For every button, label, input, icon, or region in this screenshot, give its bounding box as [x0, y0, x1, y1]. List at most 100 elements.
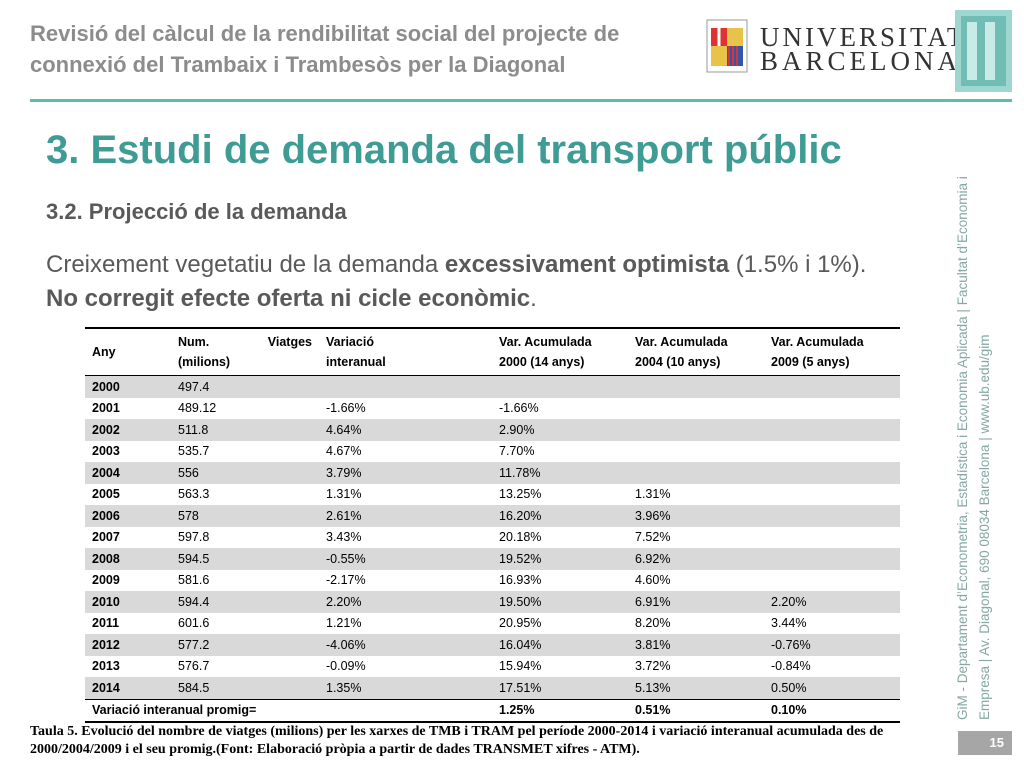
header-title-line: connexió del Trambaix i Trambesòs per la… — [30, 52, 566, 77]
page-number: 15 — [958, 731, 1012, 755]
header-cell: Any — [85, 327, 171, 376]
table-cell: 6.91% — [628, 591, 764, 613]
table-cell: 2008 — [85, 548, 171, 570]
footer-cell: 0.10% — [764, 698, 900, 723]
header-line: (milions) — [178, 355, 231, 369]
heading: 3. Estudi de demanda del transport públi… — [46, 128, 842, 172]
table-cell: -1.66% — [326, 401, 366, 416]
table-cell: 4.64% — [319, 419, 492, 441]
table-cell: 4.67% — [326, 444, 362, 459]
text-run: Creixement vegetatiu de la demanda — [46, 251, 445, 278]
header-cell: Num. Viatges (milions) — [171, 327, 319, 376]
table-cell: 4.60% — [635, 573, 671, 588]
table-cell: 576.7 — [178, 659, 210, 674]
table-cell: 11.78% — [492, 462, 628, 484]
header-title: Revisió del càlcul de la rendibilitat so… — [30, 18, 619, 80]
table-cell: 2009 — [92, 573, 120, 588]
table-cell: -0.55% — [319, 548, 492, 570]
table-cell: 2.20% — [319, 591, 492, 613]
table-cell: 2011 — [92, 616, 120, 631]
table-cell — [764, 570, 900, 592]
table-cell: 577.2 — [171, 634, 319, 656]
header-line: Variació — [326, 335, 374, 349]
table-cell: 2014 — [85, 677, 171, 699]
table-cell: 1.31% — [635, 487, 671, 502]
table-cell: 563.3 — [178, 487, 210, 502]
footer-cell: 0.51% — [628, 698, 764, 723]
table-cell — [764, 548, 900, 570]
table-cell: 2004 — [85, 462, 171, 484]
table-cell: 2000 — [85, 375, 171, 398]
sidebar-text: GiM - Departament d’Econometria, Estadís… — [952, 112, 996, 720]
table-cell — [628, 398, 764, 420]
table-cell: 3.43% — [326, 530, 362, 545]
table-row: 2011 601.6 1.21% 20.95% 8.20% 3.44% — [85, 613, 900, 635]
header-line: Num. Viatges — [178, 335, 312, 349]
table-cell — [628, 462, 764, 484]
table-cell: 6.92% — [628, 548, 764, 570]
table-cell — [492, 375, 628, 398]
table-cell: 1.21% — [326, 616, 362, 631]
footer-row: Variació interanual promig= 1.25% 0.51% 0.1… — [85, 698, 900, 723]
table-row: 2014 584.5 1.35% 17.51% 5.13% 0.50% — [85, 677, 900, 699]
table-cell — [764, 441, 900, 463]
text-run: . — [530, 285, 537, 312]
table-cell — [319, 375, 492, 398]
text-run: No corregit efecte oferta ni cicle econò… — [46, 285, 531, 312]
table-cell — [764, 527, 900, 549]
table-row: 2005 563.3 1.31% 13.25% 1.31% — [85, 484, 900, 506]
table-cell: 556 — [171, 462, 319, 484]
table-cell: 2002 — [85, 419, 171, 441]
paragraph: Creixement vegetatiu de la demanda exces… — [46, 248, 866, 316]
text-run: (1.5% i 1%). — [729, 251, 867, 278]
table-cell: 13.25% — [499, 487, 542, 502]
table-cell: 2005 — [92, 487, 120, 502]
header-line: 2000 (14 anys) — [499, 355, 585, 369]
header-line: Var. Acumulada — [635, 335, 728, 349]
table-cell: 497.4 — [171, 375, 319, 398]
table-row: 2000 497.4 — [85, 375, 900, 398]
table-row: 2001 489.12 -1.66% -1.66% — [85, 398, 900, 420]
table-cell: 3.96% — [628, 505, 764, 527]
table-cell: -2.17% — [326, 573, 366, 588]
table-cell: 16.20% — [492, 505, 628, 527]
footer-label: Variació interanual promig= — [85, 698, 492, 723]
building-image — [955, 10, 1012, 92]
table-cell: 20.95% — [499, 616, 542, 631]
text-run: excessivament optimista — [444, 251, 730, 278]
table-row: 2006 578 2.61% 16.20% 3.96% — [85, 505, 900, 527]
table-cell: 578 — [171, 505, 319, 527]
table-cell: 15.94% — [499, 659, 542, 674]
table-cell — [628, 419, 764, 441]
header-line: Var. Acumulada — [771, 335, 864, 349]
table-cell: 581.6 — [178, 573, 210, 588]
table-cell — [628, 441, 764, 463]
data-table: Any Num. Viatges (milions) Variació interanu… — [85, 327, 900, 723]
header-cell: Var. Acumulada 2004 (10 anys) — [628, 327, 764, 376]
table-cell: 2007 — [92, 530, 120, 545]
table-cell: 594.5 — [171, 548, 319, 570]
table-cell: 20.18% — [499, 530, 542, 545]
sidebar-line: Empresa | Av. Diagonal, 690 08034 Barcel… — [977, 334, 992, 721]
table-cell: 1.31% — [326, 487, 362, 502]
table-row: 2010 594.4 2.20% 19.50% 6.91% 2.20% — [85, 591, 900, 613]
table-cell: 3.79% — [319, 462, 492, 484]
header-line: Var. Acumulada — [499, 335, 592, 349]
header-row: Any Num. Viatges (milions) Variació interanu… — [85, 327, 900, 376]
header-cell: Variació interanual — [319, 327, 492, 376]
table-row: 2004 556 3.79% 11.78% — [85, 462, 900, 484]
table-cell: 7.52% — [635, 530, 671, 545]
table-cell: 511.8 — [171, 419, 319, 441]
footer-cell: 1.25% — [492, 698, 628, 723]
header-title-line: Revisió del càlcul de la rendibilitat so… — [30, 21, 620, 46]
header-line: Any — [92, 345, 116, 359]
table-row: 2003 535.7 4.67% 7.70% — [85, 441, 900, 463]
table-caption: Taula 5. Evolució del nombre de viatges … — [30, 724, 884, 757]
table-cell: 535.7 — [178, 444, 210, 459]
table-row: 2013 576.7 -0.09% 15.94% 3.72% -0.84% — [85, 656, 900, 678]
header-line: interanual — [326, 355, 386, 369]
table-cell — [764, 462, 900, 484]
header-line: 2004 (10 anys) — [635, 355, 721, 369]
table-cell: 2006 — [85, 505, 171, 527]
logo-text: BARCELONA — [760, 46, 962, 76]
